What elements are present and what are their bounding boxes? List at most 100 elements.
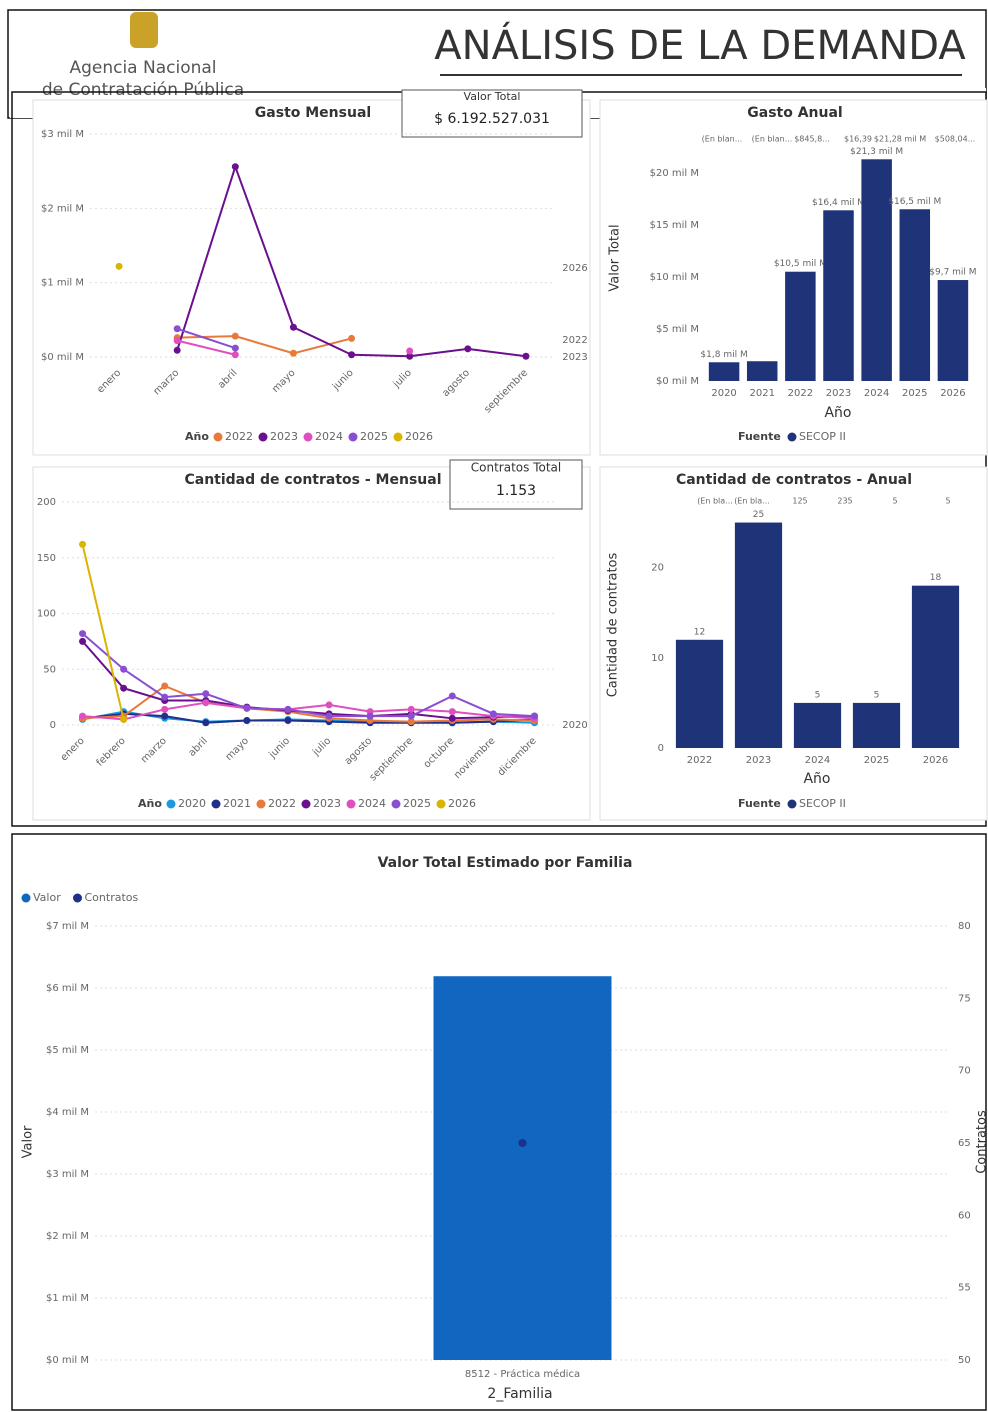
x-tick-label: 2025 bbox=[864, 755, 889, 766]
data-point bbox=[79, 712, 87, 720]
data-point bbox=[173, 325, 181, 333]
header-label: 5 bbox=[892, 497, 897, 506]
header-label: $16,39 bbox=[844, 135, 872, 144]
org-name: de Contratación Pública bbox=[42, 80, 244, 100]
data-point bbox=[231, 163, 239, 171]
data-point bbox=[79, 630, 87, 638]
end-label: 2023 bbox=[562, 352, 587, 363]
y-tick-label: $0 mil M bbox=[41, 352, 84, 363]
data-point bbox=[231, 332, 239, 340]
bar bbox=[911, 585, 960, 748]
legend-swatch bbox=[787, 432, 797, 442]
legend-label: 2025 bbox=[360, 430, 388, 443]
data-point bbox=[522, 352, 530, 360]
data-point bbox=[231, 344, 239, 352]
bottom-frame bbox=[11, 833, 987, 1411]
header-label: (En blan... bbox=[752, 135, 793, 144]
data-point bbox=[407, 712, 415, 720]
data-point bbox=[202, 719, 210, 727]
series-line bbox=[82, 684, 535, 723]
x-axis-title: Año bbox=[803, 771, 830, 787]
header-label: (En bla... bbox=[697, 497, 733, 506]
y-tick-label: 20 bbox=[651, 563, 664, 574]
data-point bbox=[120, 665, 128, 673]
legend-swatch bbox=[393, 432, 403, 442]
header-label: (En blan... bbox=[702, 135, 743, 144]
x-tick-label: 2025 bbox=[902, 388, 927, 399]
data-label: $10,5 mil M bbox=[774, 259, 827, 269]
bar bbox=[785, 271, 816, 381]
kpi-value: 1.153 bbox=[496, 483, 536, 499]
y-tick-label: $3 mil M bbox=[46, 1169, 89, 1180]
data-point bbox=[518, 1139, 527, 1147]
legend-title: Fuente bbox=[738, 430, 781, 443]
data-label: $1,8 mil M bbox=[700, 350, 747, 360]
bar bbox=[675, 639, 724, 748]
y-tick-label: 10 bbox=[651, 653, 664, 664]
legend-swatch bbox=[256, 799, 266, 809]
legend-label: 2020 bbox=[178, 797, 206, 810]
legend-swatch bbox=[346, 799, 356, 809]
y-tick-label: $2 mil M bbox=[41, 203, 84, 214]
series-line bbox=[82, 712, 535, 724]
legend-swatch bbox=[391, 799, 401, 809]
data-point bbox=[406, 347, 414, 355]
data-label: 5 bbox=[815, 690, 821, 700]
x-axis-title: 2_Familia bbox=[487, 1386, 552, 1402]
data-point bbox=[79, 637, 87, 645]
legend-label: 2021 bbox=[223, 797, 251, 810]
y-tick-label: 0 bbox=[50, 720, 56, 731]
data-label: $9,7 mil M bbox=[929, 268, 976, 278]
logo bbox=[130, 12, 158, 48]
y-tick-label: $7 mil M bbox=[46, 921, 89, 932]
header-label: (En bla... bbox=[734, 497, 770, 506]
y-tick-label: $5 mil M bbox=[46, 1045, 89, 1056]
x-tick-label: 2024 bbox=[864, 388, 889, 399]
y-tick-label: $15 mil M bbox=[650, 220, 699, 231]
data-point bbox=[407, 718, 415, 726]
data-point bbox=[173, 346, 181, 354]
y-axis-title: Valor bbox=[21, 1125, 36, 1158]
data-point bbox=[325, 712, 333, 720]
legend-label: SECOP II bbox=[799, 797, 846, 810]
bar bbox=[433, 976, 612, 1360]
legend-swatch bbox=[211, 799, 221, 809]
legend-swatch bbox=[348, 432, 358, 442]
x-tick-label: 2022 bbox=[788, 388, 813, 399]
legend-swatch bbox=[787, 799, 797, 809]
data-point bbox=[79, 540, 87, 548]
org-name: Agencia Nacional bbox=[69, 58, 216, 78]
data-point bbox=[161, 705, 169, 713]
data-point bbox=[161, 712, 169, 720]
chart-title: Gasto Mensual bbox=[255, 105, 371, 121]
data-point bbox=[284, 705, 292, 713]
page-title: ANÁLISIS DE LA DEMANDA bbox=[434, 21, 966, 69]
data-point bbox=[243, 704, 251, 712]
data-point bbox=[325, 701, 333, 709]
legend-swatch bbox=[258, 432, 268, 442]
legend-swatch bbox=[166, 799, 176, 809]
y2-tick-label: 70 bbox=[958, 1066, 971, 1077]
data-label: $16,4 mil M bbox=[812, 198, 865, 208]
bar bbox=[899, 209, 931, 381]
y-tick-label: 150 bbox=[37, 553, 56, 564]
x-tick-label: 8512 - Práctica médica bbox=[465, 1368, 580, 1380]
x-axis-title: Año bbox=[824, 405, 851, 421]
data-point bbox=[407, 705, 415, 713]
bar bbox=[708, 362, 740, 381]
end-label: 2022 bbox=[562, 335, 587, 346]
header-label: $21,28 mil M bbox=[874, 135, 926, 144]
y-tick-label: $0 mil M bbox=[656, 376, 699, 387]
series-line bbox=[82, 701, 535, 721]
series-line bbox=[176, 327, 236, 350]
header-label: 235 bbox=[837, 497, 852, 506]
data-label: $16,5 mil M bbox=[888, 197, 941, 207]
legend-swatch bbox=[303, 432, 313, 442]
y-tick-label: $1 mil M bbox=[46, 1293, 89, 1304]
legend-label: 2022 bbox=[225, 430, 253, 443]
series-line bbox=[81, 544, 125, 720]
data-point bbox=[366, 712, 374, 720]
legend-swatch bbox=[436, 799, 446, 809]
data-point bbox=[161, 682, 169, 690]
data-point bbox=[489, 710, 497, 718]
